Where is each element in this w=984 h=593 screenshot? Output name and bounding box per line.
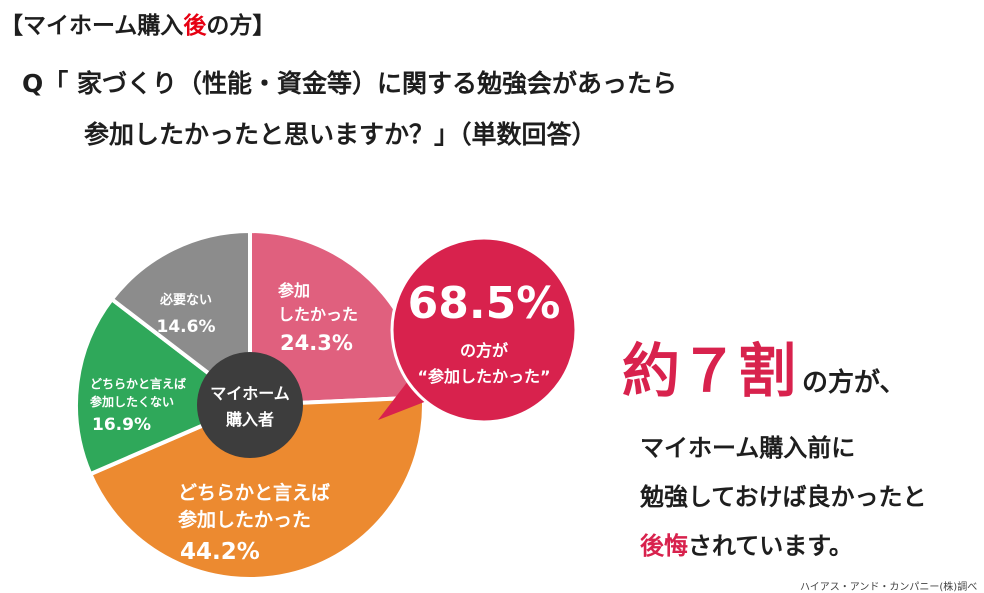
pie-slice-label: したかった	[278, 305, 358, 324]
header-highlight: 後	[183, 13, 207, 39]
callout-line-1: の方が	[460, 341, 508, 360]
question-line-1: Q「 家づくり（性能・資金等）に関する勉強会があったら	[22, 69, 677, 98]
pie-center-label: 購入者	[225, 410, 274, 429]
pie-slice-3	[74, 296, 254, 477]
callout-bubble	[390, 236, 578, 424]
summary-headline: 約７割 の方が、	[622, 342, 906, 400]
page-header: 【マイホーム購入後の方】	[0, 6, 275, 40]
pie-slice-2	[87, 395, 426, 581]
pie-slice-value: 16.9%	[92, 415, 151, 435]
pie-slice-label: 参加したかった	[178, 508, 311, 531]
source-note: ハイアス・アンド・カンパニー(株)調べ	[800, 582, 978, 593]
summary-big: 約７割	[622, 337, 797, 405]
pie-slice-value: 14.6%	[157, 317, 216, 337]
pie-slice-label: どちらかと言えば	[178, 481, 330, 504]
header-suffix: の方】	[206, 13, 276, 39]
summary-big-suffix: の方が、	[802, 368, 906, 398]
pie-slice-label: 必要ない	[159, 292, 212, 308]
summary-line-3-rest: されています。	[688, 532, 853, 560]
question-line-2: 参加したかったと思いますか？」（単数回答）	[84, 120, 597, 149]
pie-slice-label: 参加	[278, 281, 310, 300]
pie-slice-value: 24.3%	[280, 331, 353, 355]
summary-line-3-red: 後悔	[640, 532, 688, 560]
summary-line-3: 後悔されています。	[640, 526, 853, 561]
pie-center-hole	[197, 352, 303, 458]
header-prefix: 【マイホーム購入	[0, 13, 184, 39]
callout-line-2: “参加したかった”	[417, 367, 550, 386]
summary-line-1: マイホーム購入前に	[640, 434, 856, 462]
pie-slice-4	[109, 228, 252, 410]
pie-slice-label: 参加したくない	[90, 394, 174, 409]
summary-line-2: 勉強しておけば良かったと	[640, 483, 927, 511]
pie-slice-value: 44.2%	[180, 539, 260, 565]
pie-slice-label: どちらかと言えば	[90, 376, 186, 391]
pie-center-label: マイホーム	[210, 384, 290, 403]
callout-value: 68.5%	[408, 278, 561, 329]
